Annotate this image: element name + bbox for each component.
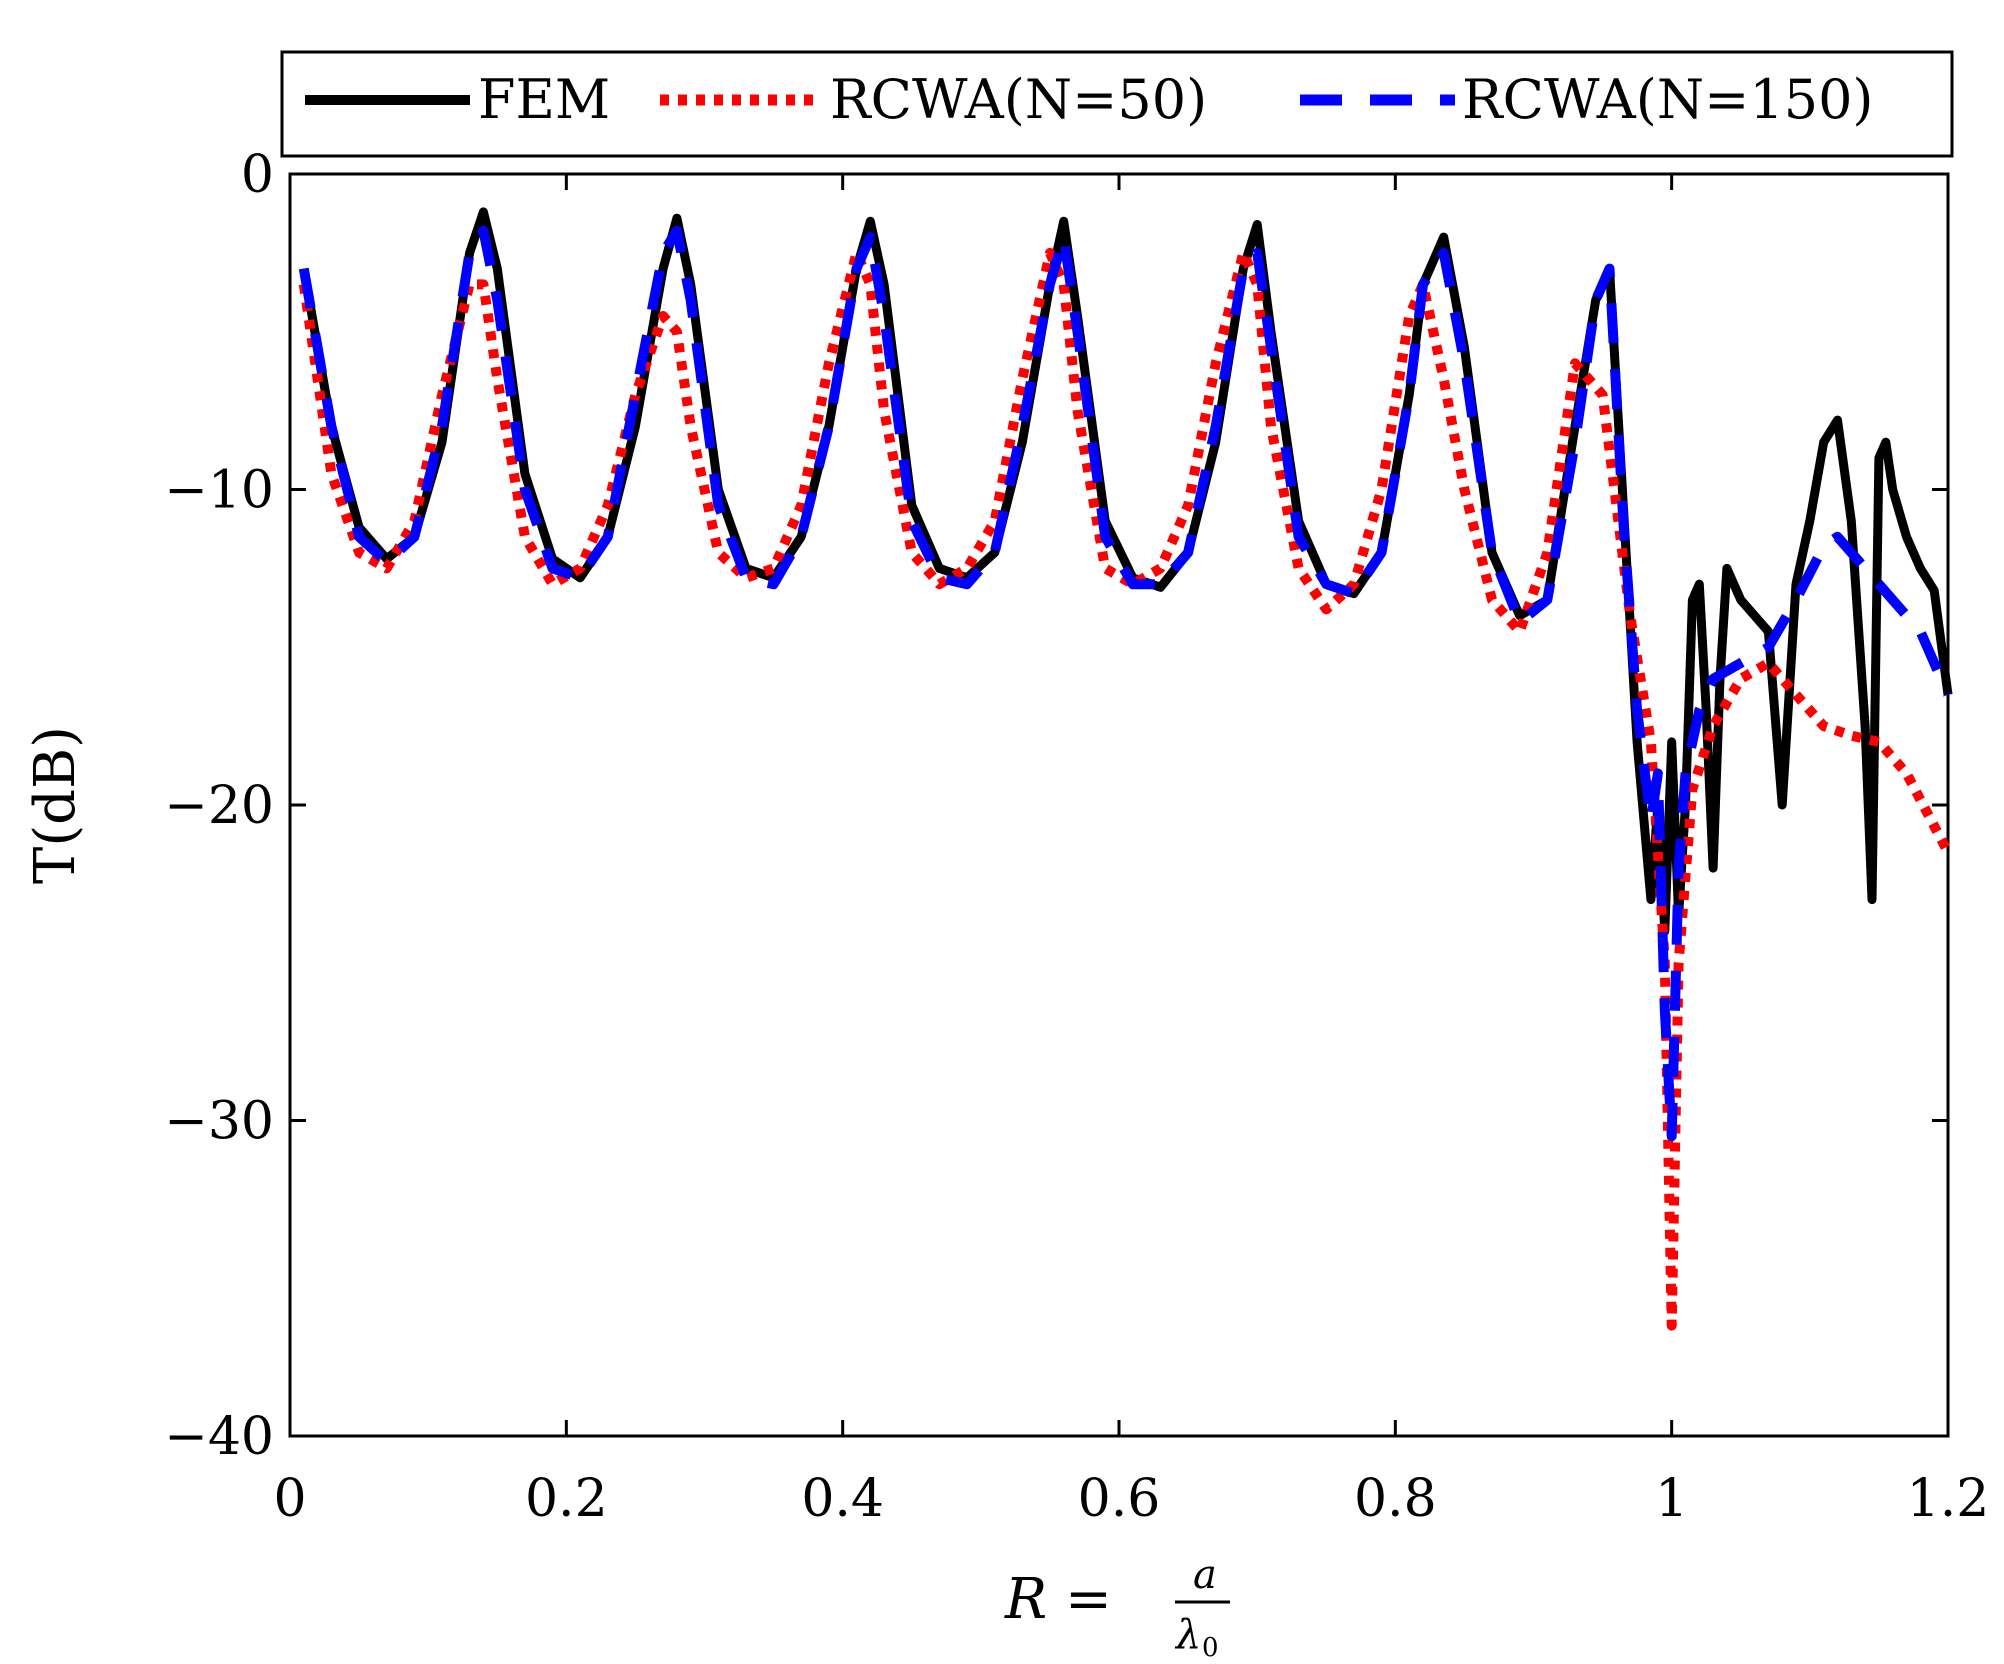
- y-axis-title: T(dB): [23, 726, 88, 884]
- x-tick-label: 0: [273, 1469, 306, 1529]
- x-axis-title-main: R =: [1004, 1567, 1112, 1632]
- series-line-rcwa-n-150: [298, 225, 1953, 1142]
- y-tick-label: 0: [241, 145, 274, 205]
- x-tick-label: 0.2: [525, 1469, 608, 1529]
- series-layer: [298, 207, 1953, 1331]
- x-tick-label: 1: [1655, 1469, 1688, 1529]
- series-line-rcwa-n-50: [298, 247, 1953, 1331]
- legend-frame: [280, 50, 1954, 158]
- y-tick-label: −40: [164, 1407, 274, 1467]
- plot-area-frame: [288, 172, 1950, 1438]
- x-tick-label: 0.6: [1078, 1469, 1161, 1529]
- x-axis-title: R = a λ 0: [1004, 1552, 1230, 1663]
- ticks-layer: 0 0.2 0.4 0.6 0.8 1 1.2 0 −10 −20 −30 −40: [164, 145, 1989, 1529]
- x-tick-label: 0.4: [801, 1469, 884, 1529]
- legend-label-fem: FEM: [478, 68, 610, 131]
- x-tick-label: 0.8: [1354, 1469, 1437, 1529]
- legend-label-rcwa-n50: RCWA(N=50): [830, 68, 1207, 131]
- y-tick-label: −10: [164, 461, 274, 521]
- x-tick-label: 1.2: [1907, 1469, 1990, 1529]
- x-axis-title-subscript: 0: [1202, 1633, 1219, 1663]
- x-axis-title-numerator: a: [1193, 1552, 1217, 1598]
- y-tick-label: −20: [164, 776, 274, 836]
- legend-label-rcwa-n150: RCWA(N=150): [1462, 68, 1874, 131]
- legend: FEM RCWA(N=50) RCWA(N=150): [280, 50, 1954, 158]
- y-tick-label: −30: [164, 1092, 274, 1152]
- x-axis-title-denominator: λ: [1174, 1612, 1201, 1658]
